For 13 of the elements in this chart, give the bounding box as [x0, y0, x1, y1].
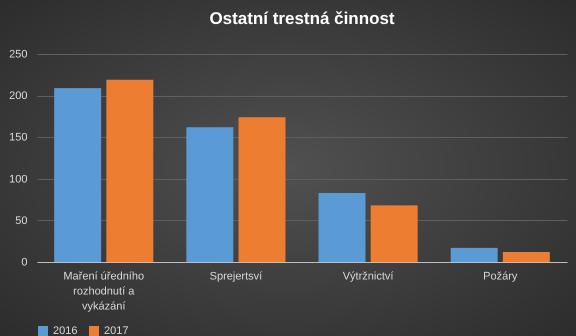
y-tick-label: 100	[9, 173, 28, 186]
y-tick-label: 0	[21, 256, 28, 268]
x-tick-label: Požáry	[483, 270, 518, 282]
x-tick-label: Sprejertsví	[210, 270, 264, 282]
chart-title: Ostatní trestná činnost	[209, 9, 395, 28]
y-tick-label: 200	[9, 90, 28, 102]
y-tick-label: 250	[9, 48, 28, 60]
y-tick-label: 150	[9, 132, 28, 144]
legend-label: 2017	[104, 325, 128, 336]
x-tick-label: Maření úředního rozhodnutí a vykázání	[63, 270, 144, 312]
y-tick-label: 50	[15, 214, 28, 227]
legend-label: 2016	[53, 325, 78, 336]
x-tick-label: Výtržnictví	[342, 270, 394, 282]
